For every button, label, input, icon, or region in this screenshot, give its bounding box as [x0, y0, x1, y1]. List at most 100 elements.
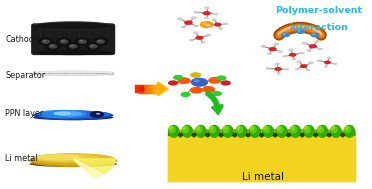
Circle shape — [41, 39, 50, 44]
Ellipse shape — [236, 125, 243, 133]
Circle shape — [324, 60, 331, 64]
Ellipse shape — [276, 128, 288, 140]
Ellipse shape — [196, 126, 200, 130]
Circle shape — [65, 42, 81, 50]
Text: Li metal: Li metal — [6, 154, 38, 163]
Ellipse shape — [317, 125, 328, 138]
Circle shape — [216, 75, 227, 81]
Circle shape — [327, 57, 331, 59]
Ellipse shape — [344, 126, 349, 130]
Circle shape — [275, 63, 280, 65]
FancyBboxPatch shape — [149, 85, 151, 93]
Circle shape — [289, 53, 296, 57]
Circle shape — [168, 80, 178, 86]
Ellipse shape — [33, 71, 113, 75]
Ellipse shape — [182, 126, 186, 130]
Circle shape — [38, 37, 54, 46]
Ellipse shape — [222, 125, 234, 138]
Circle shape — [206, 34, 211, 36]
Circle shape — [206, 24, 211, 27]
Circle shape — [204, 17, 209, 19]
Circle shape — [288, 49, 294, 51]
Ellipse shape — [344, 125, 355, 138]
Ellipse shape — [330, 125, 341, 138]
Ellipse shape — [290, 125, 297, 133]
FancyBboxPatch shape — [157, 85, 159, 93]
Ellipse shape — [136, 86, 139, 92]
Circle shape — [191, 16, 197, 19]
Ellipse shape — [168, 125, 176, 133]
Circle shape — [218, 28, 223, 30]
Circle shape — [306, 69, 310, 71]
Circle shape — [324, 65, 328, 68]
Ellipse shape — [57, 111, 82, 116]
Circle shape — [85, 42, 101, 50]
Circle shape — [45, 42, 61, 50]
Ellipse shape — [317, 125, 324, 133]
Ellipse shape — [182, 125, 193, 138]
Ellipse shape — [303, 125, 311, 133]
FancyBboxPatch shape — [143, 85, 144, 93]
Ellipse shape — [290, 125, 301, 138]
FancyArrow shape — [158, 82, 168, 96]
Circle shape — [60, 39, 68, 44]
Ellipse shape — [286, 133, 291, 138]
Ellipse shape — [300, 133, 304, 138]
Ellipse shape — [259, 133, 264, 138]
Circle shape — [204, 6, 209, 9]
Circle shape — [202, 22, 207, 25]
FancyBboxPatch shape — [140, 85, 141, 93]
FancyBboxPatch shape — [140, 85, 141, 92]
FancyArrow shape — [157, 83, 167, 95]
Circle shape — [79, 40, 83, 42]
Ellipse shape — [340, 133, 345, 138]
Circle shape — [296, 60, 301, 63]
FancyBboxPatch shape — [147, 85, 148, 93]
Circle shape — [56, 37, 72, 46]
Ellipse shape — [195, 125, 203, 133]
Ellipse shape — [53, 111, 71, 115]
Ellipse shape — [262, 128, 275, 140]
Ellipse shape — [219, 133, 224, 138]
Ellipse shape — [291, 126, 295, 130]
Ellipse shape — [289, 128, 301, 140]
Ellipse shape — [327, 133, 331, 138]
Circle shape — [50, 45, 54, 46]
Circle shape — [224, 23, 229, 25]
Circle shape — [276, 72, 281, 75]
Ellipse shape — [30, 154, 116, 165]
Circle shape — [269, 47, 277, 51]
Circle shape — [266, 67, 271, 70]
Ellipse shape — [344, 125, 351, 133]
Ellipse shape — [35, 111, 112, 119]
Circle shape — [261, 45, 266, 48]
FancyBboxPatch shape — [157, 85, 158, 93]
Ellipse shape — [263, 125, 274, 138]
Text: Cathode: Cathode — [6, 35, 39, 44]
Ellipse shape — [250, 126, 254, 130]
Circle shape — [78, 39, 87, 44]
FancyBboxPatch shape — [136, 85, 137, 92]
Circle shape — [184, 20, 193, 25]
Ellipse shape — [276, 125, 284, 133]
FancyBboxPatch shape — [151, 85, 152, 93]
Circle shape — [298, 30, 301, 32]
Ellipse shape — [330, 125, 338, 133]
Ellipse shape — [137, 85, 140, 92]
Circle shape — [300, 64, 308, 68]
Circle shape — [195, 36, 203, 40]
Circle shape — [202, 86, 215, 93]
Circle shape — [314, 40, 320, 43]
Ellipse shape — [34, 50, 112, 55]
FancyBboxPatch shape — [168, 136, 355, 181]
Circle shape — [317, 60, 321, 62]
FancyBboxPatch shape — [153, 85, 154, 93]
FancyBboxPatch shape — [155, 85, 156, 93]
Text: Separator: Separator — [6, 71, 46, 80]
Circle shape — [212, 19, 217, 21]
Circle shape — [98, 40, 101, 42]
FancyBboxPatch shape — [158, 85, 160, 93]
Circle shape — [309, 62, 314, 64]
Ellipse shape — [330, 128, 342, 140]
Ellipse shape — [182, 125, 189, 133]
